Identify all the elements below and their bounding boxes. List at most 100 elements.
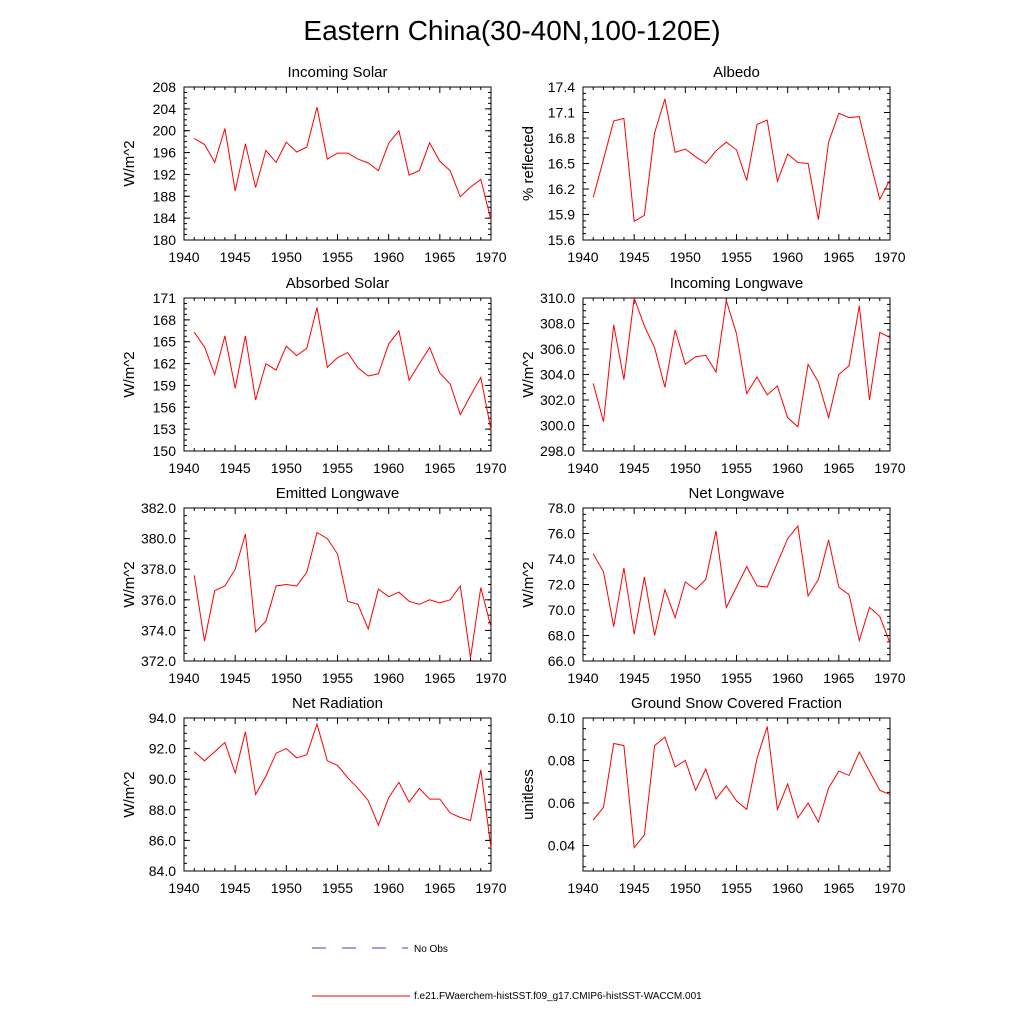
y-tick-label: 68.0	[548, 628, 575, 644]
y-tick-label: 372.0	[141, 653, 176, 669]
y-tick-label: 150	[153, 443, 177, 459]
x-tick-label: 1950	[271, 460, 302, 476]
plot-frame	[183, 717, 492, 872]
x-tick-label: 1945	[619, 880, 650, 896]
x-tick-label: 1970	[475, 880, 506, 896]
x-tick-label: 1970	[475, 249, 506, 265]
y-tick-label: 76.0	[548, 526, 575, 542]
x-tick-label: 1945	[220, 880, 251, 896]
legend-label-model: f.e21.FWaerchem-histSST.f09_g17.CMIP6-hi…	[414, 991, 702, 1002]
y-tick-label: 16.5	[548, 156, 575, 172]
series-line-absorbed-solar	[193, 307, 492, 430]
y-tick-label: 84.0	[149, 863, 176, 879]
y-axis-label: unitless	[520, 769, 537, 820]
y-tick-label: 208	[153, 79, 177, 95]
x-tick-label: 1940	[567, 249, 598, 265]
x-tick-label: 1950	[670, 460, 701, 476]
x-tick-label: 1970	[475, 460, 506, 476]
panel-absorbed-solar: Absorbed Solar W/m^2 1940 1945 1950 1955 1960 1…	[121, 275, 507, 476]
y-tick-label: 184	[153, 210, 177, 226]
x-tick-label: 1965	[823, 460, 854, 476]
y-tick-label: 374.0	[141, 622, 176, 638]
y-tick-label: 88.0	[149, 802, 176, 818]
x-tick-label: 1945	[619, 670, 650, 686]
x-tick-label: 1950	[271, 670, 302, 686]
y-tick-label: 17.1	[548, 105, 575, 121]
x-tick-label: 1955	[721, 880, 752, 896]
x-tick-label: 1945	[220, 249, 251, 265]
y-tick-label: 153	[153, 421, 177, 437]
y-tick-label: 90.0	[149, 771, 176, 787]
series-line-emitted-longwave	[193, 531, 492, 658]
x-tick-label: 1945	[220, 670, 251, 686]
y-tick-label: 66.0	[548, 653, 575, 669]
series-line-net-radiation	[193, 722, 492, 849]
x-tick-label: 1950	[271, 249, 302, 265]
x-tick-label: 1965	[424, 670, 455, 686]
y-tick-label: 0.04	[548, 838, 575, 854]
x-tick-label: 1960	[772, 249, 803, 265]
x-tick-label: 1960	[772, 460, 803, 476]
plot-frame	[183, 86, 492, 241]
y-tick-label: 78.0	[548, 500, 575, 516]
y-tick-label: 72.0	[548, 577, 575, 593]
x-tick-label: 1955	[721, 249, 752, 265]
y-tick-label: 159	[153, 377, 177, 393]
x-tick-label: 1960	[373, 880, 404, 896]
y-axis-label: W/m^2	[121, 351, 138, 397]
panel-ground-snow-covered-fraction: Ground Snow Covered Fraction unitless 1940…	[520, 695, 906, 896]
y-tick-label: 171	[153, 290, 177, 306]
y-tick-label: 168	[153, 312, 177, 328]
y-tick-label: 86.0	[149, 832, 176, 848]
x-tick-label: 1945	[619, 460, 650, 476]
x-tick-label: 1960	[373, 249, 404, 265]
x-tick-label: 1955	[322, 670, 353, 686]
panel-title: Net Longwave	[689, 485, 785, 502]
x-tick-label: 1940	[567, 460, 598, 476]
series-line-albedo	[592, 98, 891, 223]
y-tick-label: 298.0	[540, 443, 575, 459]
x-tick-label: 1970	[874, 249, 905, 265]
series-line-ground-snow-covered-fraction	[592, 726, 891, 849]
plot-frame	[582, 297, 891, 452]
panel-albedo: Albedo % reflected 1940 1945 1950 1955 1960 196…	[520, 64, 906, 265]
y-tick-label: 310.0	[540, 290, 575, 306]
y-tick-label: 0.10	[548, 710, 575, 726]
y-tick-label: 0.06	[548, 795, 575, 811]
y-tick-label: 200	[153, 123, 177, 139]
x-tick-label: 1965	[424, 880, 455, 896]
x-tick-label: 1955	[721, 670, 752, 686]
y-tick-label: 17.4	[548, 79, 575, 95]
plot-frame	[582, 507, 891, 662]
panel-title: Albedo	[713, 64, 760, 81]
x-tick-label: 1965	[823, 249, 854, 265]
panel-incoming-longwave: Incoming Longwave W/m^2 1940 1945 1950 1955 19…	[520, 275, 906, 476]
x-tick-label: 1950	[670, 670, 701, 686]
panel-net-longwave: Net Longwave W/m^2 1940 1945 1950 1955 1960 196…	[520, 485, 906, 686]
panel-title: Net Radiation	[292, 695, 383, 712]
plot-frame	[183, 297, 492, 452]
plot-frame	[582, 86, 891, 241]
y-axis-label: W/m^2	[520, 561, 537, 607]
x-tick-label: 1945	[619, 249, 650, 265]
y-tick-label: 0.08	[548, 753, 575, 769]
y-tick-label: 188	[153, 188, 177, 204]
y-axis-label: W/m^2	[121, 140, 138, 186]
y-axis-label: W/m^2	[520, 351, 537, 397]
x-tick-label: 1970	[874, 670, 905, 686]
y-tick-label: 15.6	[548, 232, 575, 248]
y-tick-label: 306.0	[540, 341, 575, 357]
x-tick-label: 1940	[567, 880, 598, 896]
x-tick-label: 1940	[168, 670, 199, 686]
x-tick-label: 1945	[220, 460, 251, 476]
legend: No Obs f.e21.FWaerchem-histSST.f09_g17.CM…	[312, 944, 702, 1002]
x-tick-label: 1940	[168, 460, 199, 476]
y-tick-label: 196	[153, 145, 177, 161]
x-tick-label: 1965	[823, 880, 854, 896]
y-tick-label: 162	[153, 356, 177, 372]
y-tick-label: 204	[153, 101, 177, 117]
x-tick-label: 1960	[373, 670, 404, 686]
x-tick-label: 1960	[772, 880, 803, 896]
y-tick-label: 380.0	[141, 531, 176, 547]
